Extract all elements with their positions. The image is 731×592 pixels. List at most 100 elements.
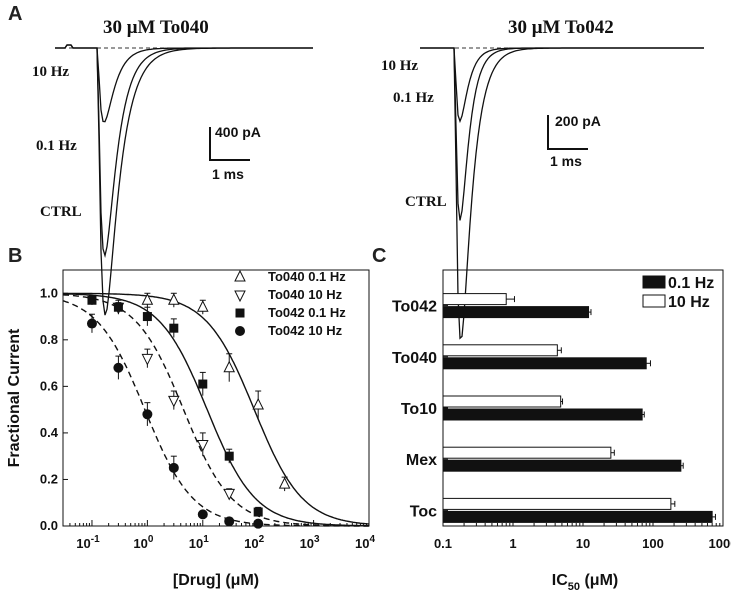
legend-label: 10 Hz [668, 294, 710, 311]
bar-10hz [442, 293, 507, 306]
left-scale-amplitude: 400 pA [215, 124, 261, 140]
plot-b-ylabel: Fractional Current [6, 328, 23, 467]
legend-label: To040 10 Hz [268, 287, 343, 302]
y-tick-label: 0.2 [40, 471, 58, 486]
trace-10hz [55, 44, 313, 123]
x-tick-label: 10 [576, 536, 590, 551]
right-current-traces [420, 47, 705, 340]
category-label: To040 [392, 350, 437, 367]
plot-c-xlabel: IC50 (μM) [552, 572, 618, 592]
data-point [141, 353, 154, 366]
fit-curve [63, 292, 369, 525]
y-tick-label: 0.8 [40, 332, 58, 347]
bar-10hz [442, 344, 558, 357]
left-scale-bar [209, 127, 250, 161]
y-tick-label: 0.0 [40, 518, 58, 533]
data-point [86, 318, 97, 329]
right-scale-bar [547, 115, 588, 150]
plot-b-points [86, 292, 291, 529]
legend-label: To040 0.1 Hz [268, 269, 346, 284]
data-point [196, 300, 209, 312]
y-tick-label: 1.0 [40, 285, 58, 300]
bar-10hz [442, 395, 562, 408]
plot-b-axes: 0.0 0.2 0.4 0.6 0.8 1.0 10-1 100 101 102 103 104 [40, 285, 376, 551]
plot-b-legend: To040 0.1 Hz To040 10 Hz To042 0.1 Hz To042… [234, 269, 346, 338]
x-tick-label: 100 [642, 536, 664, 551]
legend-swatch [642, 294, 666, 308]
data-point [113, 362, 124, 373]
fit-curve [63, 293, 369, 527]
data-point [198, 379, 208, 389]
x-tick-label: 104 [355, 534, 375, 551]
left-trace-title: 30 μM To040 [103, 17, 209, 38]
x-tick-label: 0.1 [434, 536, 452, 551]
panel-b: B 0.00.20.40.60.81.010-1 100 101 102 103 104 … [6, 245, 375, 589]
plot-c-axes: 0.1 1 10 100 1000 To042 To040 To10 Mex Toc [392, 299, 731, 551]
data-point [235, 326, 245, 336]
data-point [278, 476, 291, 489]
data-point [168, 395, 180, 408]
data-point [253, 518, 264, 529]
trace-01hz [420, 47, 704, 221]
plot-b-xlabel: [Drug] (μM) [173, 572, 259, 589]
left-label-01hz: 0.1 Hz [36, 138, 77, 154]
left-label-10hz: 10 Hz [32, 64, 69, 80]
legend-label: 0.1 Hz [668, 275, 714, 292]
legend-label: To042 0.1 Hz [268, 305, 346, 320]
data-point [168, 462, 179, 473]
data-point [235, 308, 245, 318]
data-point [253, 507, 263, 517]
panel-a-letter: A [8, 3, 22, 25]
data-point [142, 312, 152, 322]
y-tick-label: 0.6 [40, 378, 58, 393]
bar-01hz [442, 357, 647, 370]
left-scale-time: 1 ms [212, 166, 244, 182]
left-current-traces [55, 44, 313, 316]
data-point [234, 269, 246, 282]
x-tick-label: 102 [244, 534, 264, 551]
data-point [197, 509, 208, 520]
legend-swatch [642, 275, 666, 289]
panel-b-letter: B [8, 245, 22, 267]
x-tick-label: 101 [189, 534, 209, 551]
data-point [169, 323, 179, 333]
right-trace-title: 30 μM To042 [508, 17, 614, 38]
y-tick-label: 0.4 [40, 425, 59, 440]
category-label: Toc [410, 503, 437, 520]
bar-01hz [442, 306, 590, 319]
left-label-ctrl: CTRL [40, 204, 82, 220]
data-point [224, 451, 234, 461]
category-label: To042 [392, 299, 437, 316]
trace-10hz [420, 47, 704, 124]
data-point [224, 516, 235, 527]
right-scale-time: 1 ms [550, 153, 582, 169]
plot-b-frame [62, 269, 370, 527]
x-tick-label: 103 [300, 534, 320, 551]
fit-curve [62, 300, 369, 527]
trace-01hz [55, 44, 313, 259]
data-point [168, 293, 180, 305]
bar-01hz [442, 408, 643, 421]
data-point [196, 440, 209, 452]
bar-01hz [442, 459, 682, 472]
legend-label: To042 10 Hz [268, 323, 343, 338]
data-point [234, 290, 246, 303]
plot-c-legend: 0.1 Hz 10 Hz [642, 275, 714, 311]
panel-a: A 30 μM To040 30 μM To042 10 Hz 0.1 Hz C… [8, 3, 705, 340]
right-label-01hz: 0.1 Hz [393, 90, 434, 106]
right-label-10hz: 10 Hz [381, 58, 418, 74]
data-point [141, 293, 154, 305]
data-point [142, 409, 153, 420]
panel-c: C 0.1 1 10 100 1000 To042 To040 To10 Mex Toc 0.1 … [372, 245, 731, 592]
data-point [113, 302, 123, 312]
data-point [223, 360, 236, 373]
x-tick-label: 10-1 [76, 534, 100, 551]
right-label-ctrl: CTRL [405, 194, 447, 210]
panel-c-letter: C [372, 245, 386, 267]
bar-10hz [442, 446, 612, 459]
data-point [87, 295, 97, 305]
category-label: Mex [406, 452, 437, 469]
plot-c-bars [442, 293, 716, 523]
data-point [252, 397, 264, 410]
